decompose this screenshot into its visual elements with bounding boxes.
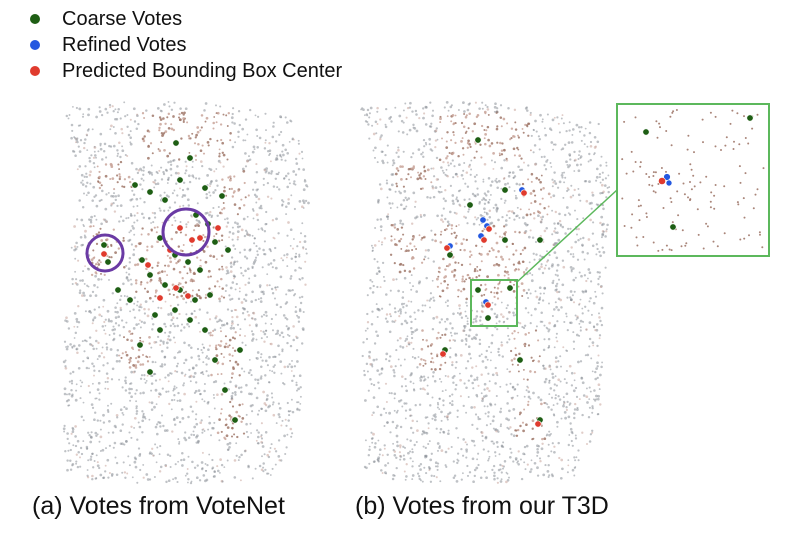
vote-marker xyxy=(176,224,184,232)
vote-marker xyxy=(214,224,222,232)
highlight-circle xyxy=(85,233,125,273)
vote-marker xyxy=(236,346,244,354)
vote-marker xyxy=(146,271,154,279)
vote-marker xyxy=(501,236,509,244)
vote-marker xyxy=(506,284,514,292)
vote-marker xyxy=(466,201,474,209)
zoom-connector-line xyxy=(516,189,618,283)
vote-marker xyxy=(184,292,192,300)
vote-marker xyxy=(146,368,154,376)
vote-marker xyxy=(211,356,219,364)
vote-marker xyxy=(201,326,209,334)
vote-marker xyxy=(172,284,180,292)
vote-marker xyxy=(186,316,194,324)
panel-b-caption: (b) Votes from our T3D xyxy=(355,492,609,520)
vote-marker xyxy=(156,294,164,302)
vote-marker xyxy=(439,350,447,358)
coarse-votes-marker xyxy=(30,14,40,24)
vote-marker xyxy=(746,114,754,122)
vote-marker xyxy=(658,177,666,185)
vote-marker xyxy=(100,250,108,258)
vote-marker xyxy=(176,176,184,184)
highlight-circle xyxy=(161,207,211,257)
vote-marker xyxy=(474,136,482,144)
vote-marker xyxy=(206,291,214,299)
legend-label: Refined Votes xyxy=(62,34,187,56)
vote-marker xyxy=(484,314,492,322)
vote-marker xyxy=(479,216,487,224)
vote-marker xyxy=(126,296,134,304)
vote-marker xyxy=(534,420,542,428)
refined-votes-marker xyxy=(30,40,40,50)
vote-marker xyxy=(201,184,209,192)
vote-marker xyxy=(184,258,192,266)
vote-marker xyxy=(221,386,229,394)
vote-marker xyxy=(104,258,112,266)
legend-label: Predicted Bounding Box Center xyxy=(62,60,343,82)
zoom-source-box xyxy=(470,279,518,327)
vote-marker xyxy=(156,326,164,334)
vote-marker xyxy=(191,296,199,304)
vote-marker xyxy=(231,416,239,424)
vote-marker xyxy=(144,261,152,269)
vote-marker xyxy=(669,223,677,231)
vote-marker xyxy=(474,286,482,294)
vote-marker xyxy=(161,281,169,289)
vote-marker xyxy=(218,192,226,200)
vote-marker xyxy=(446,251,454,259)
vote-marker xyxy=(665,179,673,187)
vote-marker xyxy=(480,236,488,244)
vote-marker xyxy=(484,301,492,309)
annotation-overlay xyxy=(85,189,618,327)
vote-marker xyxy=(642,128,650,136)
vote-marker xyxy=(172,139,180,147)
zoom-inset-frame xyxy=(616,103,770,257)
vote-marker xyxy=(186,154,194,162)
vote-marker xyxy=(196,234,204,242)
vote-marker xyxy=(516,356,524,364)
vote-marker xyxy=(211,238,219,246)
vote-marker xyxy=(196,266,204,274)
vote-marker xyxy=(100,241,108,249)
vote-marker xyxy=(520,189,528,197)
vote-marker xyxy=(146,188,154,196)
vote-marker xyxy=(131,181,139,189)
vote-marker xyxy=(224,246,232,254)
panel-t3d-scene xyxy=(360,101,611,484)
legend-label: Coarse Votes xyxy=(62,8,183,30)
vote-marker xyxy=(485,225,493,233)
vote-marker xyxy=(136,341,144,349)
vote-marker xyxy=(151,311,159,319)
vote-marker xyxy=(501,186,509,194)
vote-marker xyxy=(161,196,169,204)
panel-a-caption: (a) Votes from VoteNet xyxy=(32,492,285,520)
vote-marker xyxy=(188,236,196,244)
panel-votenet-scene xyxy=(62,100,310,485)
vote-marker xyxy=(536,236,544,244)
vote-marker xyxy=(138,256,146,264)
predicted-center-marker xyxy=(30,66,40,76)
vote-marker xyxy=(443,244,451,252)
vote-marker xyxy=(171,306,179,314)
vote-marker xyxy=(114,286,122,294)
zoom-inset xyxy=(616,103,770,257)
